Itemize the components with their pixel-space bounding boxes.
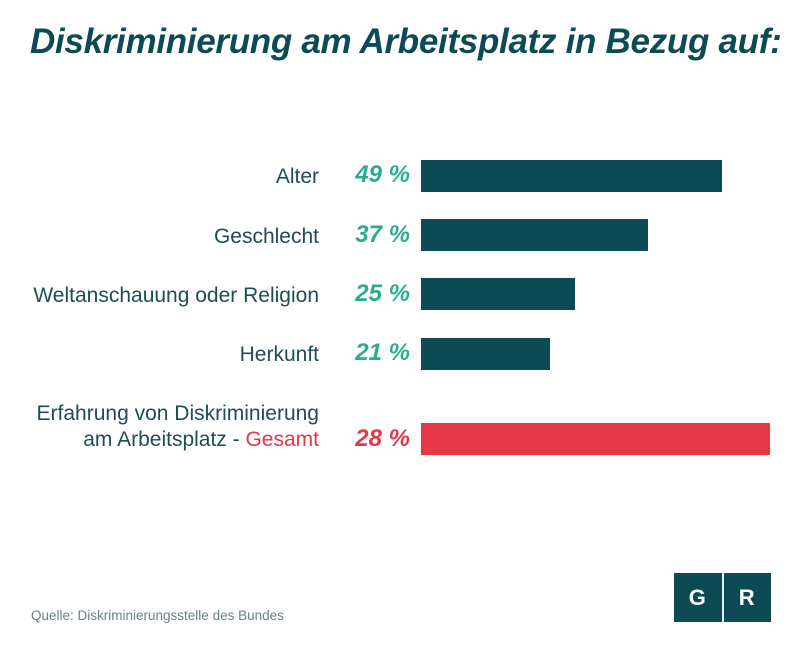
- logo-letter-r: R: [738, 584, 756, 610]
- category-label-geschlecht: Geschlecht: [213, 225, 319, 248]
- total-label-line2: am Arbeitsplatz -: [83, 428, 246, 451]
- category-label-alter: Alter: [275, 165, 319, 188]
- category-label-weltanschauung: Weltanschauung oder Religion: [33, 284, 319, 307]
- bar-total: [421, 423, 770, 455]
- total-label-line1: Erfahrung von Diskriminierung: [36, 402, 319, 425]
- total-label-accent: Gesamt: [245, 428, 319, 451]
- value-label-alter: 49 %: [355, 161, 410, 188]
- bar-weltanschauung: [421, 278, 575, 310]
- total-label: Erfahrung von Diskriminierung am Arbeits…: [0, 401, 319, 453]
- logo-letter-g: G: [688, 584, 707, 610]
- source-note: Quelle: Diskriminierungsstelle des Bunde…: [31, 608, 284, 623]
- category-label-herkunft: Herkunft: [239, 343, 319, 366]
- bar-geschlecht: [421, 219, 648, 251]
- gr-logo: G R: [674, 573, 771, 622]
- bar-alter: [421, 160, 722, 192]
- value-label-weltanschauung: 25 %: [355, 280, 410, 307]
- value-label-geschlecht: 37 %: [355, 221, 410, 248]
- value-label-herkunft: 21 %: [355, 339, 410, 366]
- bar-herkunft: [421, 338, 550, 370]
- value-label-total: 28 %: [355, 425, 410, 452]
- logo-divider: [721, 573, 724, 622]
- chart-title: Diskriminierung am Arbeitsplatz in Bezug…: [30, 22, 782, 61]
